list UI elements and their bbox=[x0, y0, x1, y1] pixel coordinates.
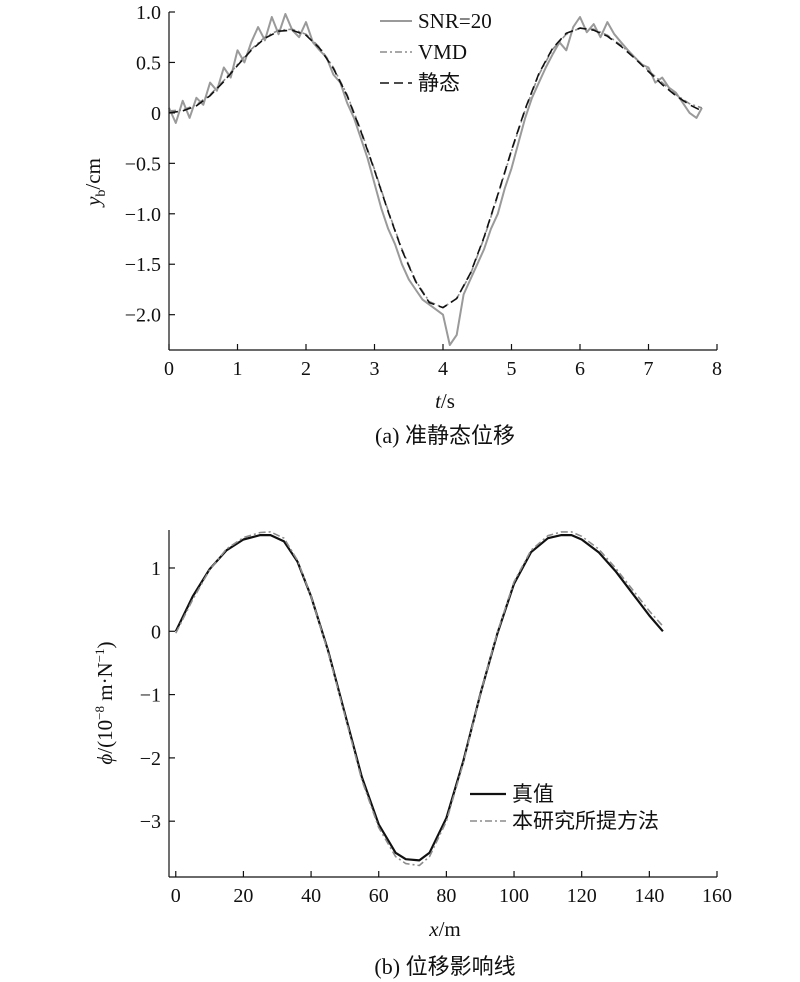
y-tick-label: −3 bbox=[140, 811, 161, 833]
x-axis-label-a: t/s bbox=[435, 389, 455, 413]
x-tick-label: 140 bbox=[634, 885, 664, 907]
legend-label: SNR=20 bbox=[418, 9, 492, 33]
plot-b-series bbox=[174, 531, 664, 867]
plot-a-series bbox=[168, 13, 703, 346]
series-line-2 bbox=[168, 27, 703, 309]
y-tick-label: −1.0 bbox=[125, 204, 161, 226]
x-tick-label: 7 bbox=[644, 358, 654, 380]
x-tick-label: 40 bbox=[301, 885, 321, 907]
y-axis-label-b: ϕ/(10−8 m·N−1) bbox=[92, 641, 117, 764]
caption-a: (a) 准静态位移 bbox=[375, 423, 515, 448]
y-tick-label: 0 bbox=[151, 103, 161, 125]
x-tick-label: 5 bbox=[507, 358, 517, 380]
x-tick-label: 160 bbox=[702, 885, 732, 907]
x-tick-label: 120 bbox=[567, 885, 597, 907]
x-tick-label: 80 bbox=[436, 885, 456, 907]
y-tick-label: −2.0 bbox=[125, 305, 161, 327]
x-tick-label: 8 bbox=[712, 358, 722, 380]
legend-label: 真值 bbox=[512, 782, 554, 806]
x-tick-label: 4 bbox=[438, 358, 448, 380]
y-tick-label: 1.0 bbox=[136, 2, 161, 24]
y-tick-label: −1 bbox=[140, 685, 161, 707]
x-tick-label: 60 bbox=[369, 885, 389, 907]
series-line-1 bbox=[175, 531, 664, 867]
panel-a: 0 1 2 3 4 5 6 7 8 1.0 0.5 0 −0.5 −1.0 −1.5 −2.0 SNR=20 V… bbox=[81, 2, 722, 448]
x-tick-label: 20 bbox=[233, 885, 253, 907]
y-tick-label: 1 bbox=[151, 558, 161, 580]
series-line-0 bbox=[168, 13, 703, 346]
plot-a-axes: 0 1 2 3 4 5 6 7 8 1.0 0.5 0 −0.5 −1.0 −1.5 −2.0 bbox=[125, 2, 722, 380]
caption-b: (b) 位移影响线 bbox=[374, 954, 515, 979]
x-tick-label: 1 bbox=[233, 358, 243, 380]
x-tick-label: 0 bbox=[171, 885, 181, 907]
plot-a-legend: SNR=20 VMD 静态 bbox=[380, 9, 492, 95]
x-axis-label-b: x/m bbox=[428, 917, 461, 941]
y-tick-label: −0.5 bbox=[125, 153, 161, 175]
y-tick-label: 0.5 bbox=[136, 52, 161, 74]
y-tick-label: 0 bbox=[151, 621, 161, 643]
x-tick-label: 0 bbox=[164, 358, 174, 380]
x-tick-label: 3 bbox=[370, 358, 380, 380]
x-tick-label: 2 bbox=[301, 358, 311, 380]
series-line-0 bbox=[174, 533, 664, 862]
legend-label: 静态 bbox=[418, 71, 460, 95]
x-tick-label: 100 bbox=[499, 885, 529, 907]
y-tick-label: −1.5 bbox=[125, 254, 161, 276]
legend-label: VMD bbox=[418, 40, 467, 64]
legend-label: 本研究所提方法 bbox=[512, 809, 659, 833]
x-tick-label: 6 bbox=[575, 358, 585, 380]
y-axis-label-a: yb/cm bbox=[81, 158, 109, 208]
plot-b-axes: 0 20 40 60 80 100 120 140 160 1 0 −1 −2 −3 bbox=[140, 530, 732, 907]
y-tick-label: −2 bbox=[140, 748, 161, 770]
